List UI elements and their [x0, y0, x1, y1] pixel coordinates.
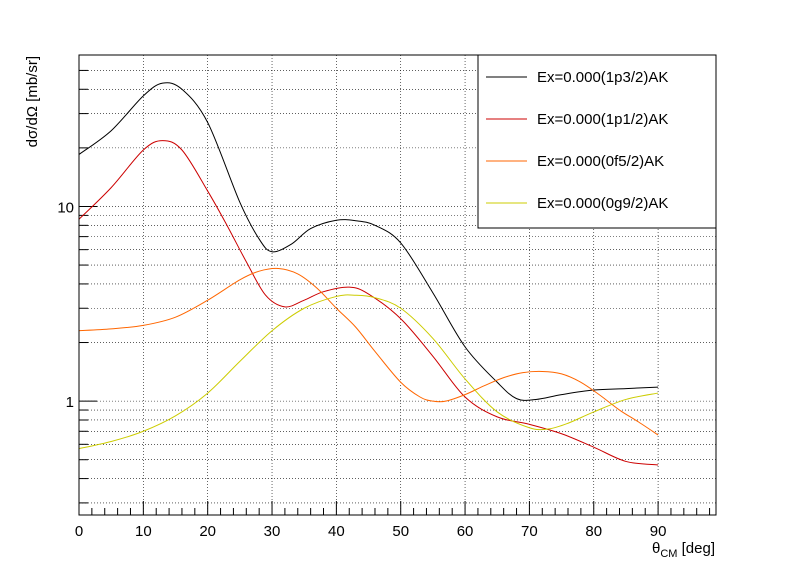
x-tick-label: 60 — [457, 523, 474, 540]
x-tick-label: 40 — [328, 523, 345, 540]
y-tick-label: 10 — [57, 199, 74, 216]
plot-frame — [78, 54, 717, 516]
x-tick-label: 20 — [199, 523, 216, 540]
x-tick-label: 70 — [521, 523, 538, 540]
series-line-2 — [78, 140, 659, 466]
x-axis-label-symbol: θ — [652, 540, 660, 557]
tick-labels: 0 10 20 30 40 50 60 70 80 90 1 10 — [57, 199, 666, 540]
legend-label-2: Ex=0.000(1p1/2)AK — [537, 111, 668, 128]
x-axis-label: θCM [deg] — [652, 540, 715, 560]
series-line-4 — [78, 294, 659, 450]
series-line-3 — [78, 267, 659, 436]
x-tick-label: 50 — [392, 523, 409, 540]
x-axis-label-unit: [deg] — [677, 540, 715, 557]
x-tick-label: 80 — [585, 523, 602, 540]
legend-label-3: Ex=0.000(0f5/2)AK — [537, 153, 664, 170]
x-tick-label: 90 — [650, 523, 667, 540]
x-tick-label: 30 — [264, 523, 281, 540]
y-axis-label: dσ/dΩ [mb/sr] — [24, 56, 41, 147]
series-line-1 — [78, 82, 659, 401]
legend-box — [477, 54, 717, 229]
x-tick-label: 10 — [135, 523, 152, 540]
legend-label-1: Ex=0.000(1p3/2)AK — [537, 69, 668, 86]
y-tick-label: 1 — [66, 394, 74, 411]
series-lines — [78, 82, 659, 466]
legend: Ex=0.000(1p3/2)AK Ex=0.000(1p1/2)AK Ex=0.0… — [477, 54, 717, 229]
x-axis-label-subscript: CM — [660, 548, 677, 560]
legend-label-4: Ex=0.000(0g9/2)AK — [537, 195, 668, 212]
x-tick-label: 0 — [75, 523, 83, 540]
